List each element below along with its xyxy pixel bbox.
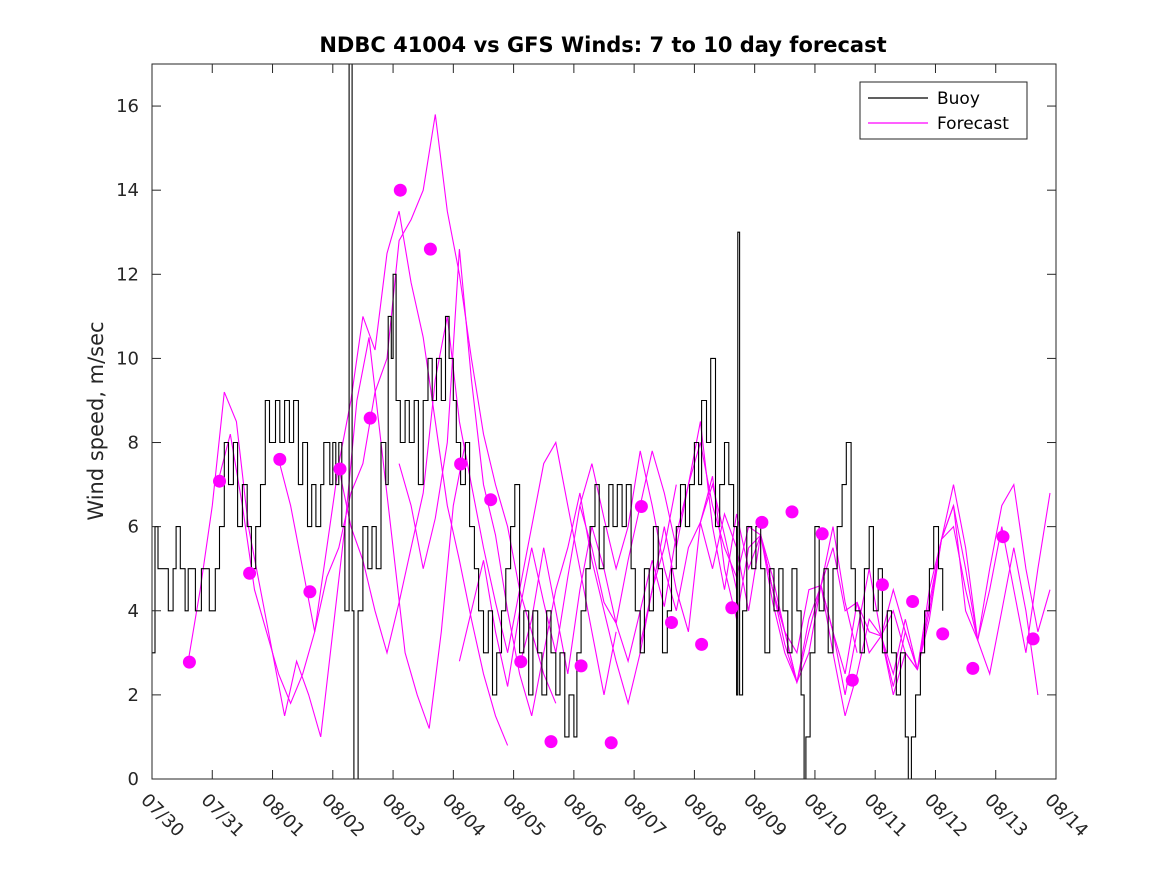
- forecast-marker-15: [634, 500, 648, 513]
- forecast-marker-19: [755, 515, 769, 529]
- forecast-marker-25: [936, 627, 950, 641]
- y-tick-label-2: 2: [128, 685, 139, 706]
- forecast-run-line-5: [458, 450, 738, 687]
- forecast-marker-13: [574, 659, 588, 673]
- legend-box: [859, 81, 1028, 140]
- y-tick-label-6: 6: [128, 517, 139, 538]
- forecast-marker-4: [303, 585, 317, 599]
- y-tick-label-10: 10: [116, 348, 139, 369]
- forecast-marker-21: [815, 527, 829, 541]
- forecast-marker-11: [514, 655, 528, 669]
- forecast-marker-23: [875, 578, 889, 592]
- legend-label-forecast: Forecast: [937, 114, 1009, 134]
- forecast-marker-22: [845, 673, 859, 687]
- forecast-marker-28: [1026, 632, 1040, 646]
- y-tick-label-0: 0: [128, 769, 139, 790]
- forecast-marker-27: [996, 530, 1010, 544]
- forecast-marker-9: [454, 457, 468, 471]
- plot-layer: [152, 64, 1051, 779]
- forecast-marker-8: [423, 242, 437, 256]
- forecast-run-line-0: [187, 337, 466, 738]
- forecast-marker-1: [213, 474, 226, 488]
- forecast-run-line-2: [278, 114, 557, 704]
- forecast-run-line-11: [820, 484, 1051, 696]
- forecast-marker-5: [333, 462, 347, 476]
- forecast-marker-6: [363, 411, 377, 425]
- y-tick-label-14: 14: [116, 180, 139, 201]
- forecast-marker-16: [665, 616, 678, 629]
- forecast-marker-24: [906, 595, 920, 608]
- legend: Buoy Forecast: [859, 81, 1028, 140]
- y-axis-label: Wind speed, m/sec: [84, 321, 108, 520]
- forecast-marker-20: [785, 505, 799, 519]
- chart-title: NDBC 41004 vs GFS Winds: 7 to 10 day for…: [319, 33, 886, 57]
- forecast-marker-12: [544, 735, 558, 749]
- forecast-marker-0: [182, 655, 196, 669]
- forecast-marker-26: [966, 661, 980, 675]
- legend-label-buoy: Buoy: [937, 89, 980, 109]
- forecast-marker-17: [695, 637, 709, 651]
- y-tick-label-12: 12: [116, 264, 139, 285]
- forecast-marker-18: [725, 601, 739, 615]
- forecast-marker-3: [273, 452, 287, 466]
- forecast-run-line-4: [398, 249, 677, 717]
- axes-box: [151, 63, 1057, 780]
- y-tick-label-8: 8: [128, 433, 139, 454]
- forecast-marker-2: [243, 566, 257, 580]
- buoy-series-line: [152, 64, 944, 779]
- forecast-marker-14: [604, 736, 618, 750]
- y-tick-label-4: 4: [128, 601, 139, 622]
- forecast-run-line-12: [880, 482, 1051, 696]
- forecast-marker-7: [393, 183, 407, 197]
- forecast-run-line-10: [760, 503, 1039, 717]
- forecast-run-line-3: [338, 316, 617, 696]
- forecast-run-line-6: [519, 421, 798, 683]
- forecast-marker-10: [484, 493, 498, 507]
- forecast-run-line-1: [217, 211, 509, 746]
- y-tick-label-16: 16: [116, 96, 139, 117]
